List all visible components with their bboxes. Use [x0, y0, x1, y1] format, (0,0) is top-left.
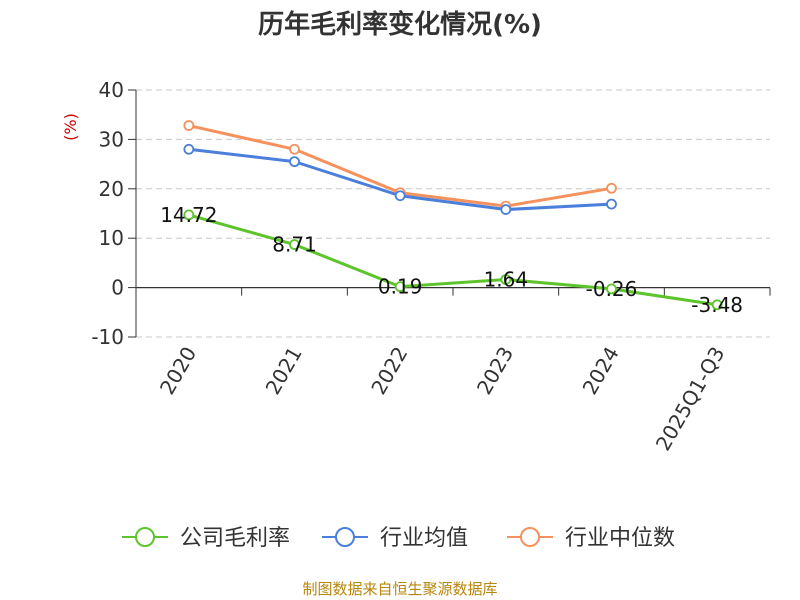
y-tick-label: 20	[99, 177, 124, 201]
legend-item: 行业中位数	[507, 526, 675, 551]
legend-item: 行业均值	[322, 526, 468, 551]
legend-marker	[135, 527, 155, 547]
y-tick-label: 40	[99, 78, 124, 102]
x-tick-label: 2020	[155, 343, 201, 399]
data-label: -0.26	[586, 277, 638, 301]
legend-item: 公司毛利率	[122, 526, 290, 551]
series-行业均值	[183, 143, 617, 215]
x-tick-label: 2023	[472, 343, 518, 399]
data-point	[289, 156, 300, 168]
y-tick-label: -10	[91, 325, 124, 349]
legend-marker	[335, 527, 355, 547]
x-tick-label: 2025Q1-Q3	[651, 343, 730, 455]
series-公司毛利率	[183, 209, 723, 311]
series-line	[188, 213, 718, 307]
legend-label: 行业中位数	[565, 526, 675, 551]
series	[183, 120, 723, 311]
data-point	[289, 143, 300, 155]
data-point	[183, 120, 195, 131]
y-tick-label: 10	[99, 226, 124, 250]
data-point	[711, 299, 723, 311]
data-label: -3.48	[691, 293, 743, 317]
y-tick-label: 30	[99, 127, 124, 151]
data-point	[606, 283, 617, 295]
data-point	[500, 274, 512, 285]
axes: -10 0 10 20 30 40 2020 2021 2022 2023 2024 2025Q1-Q…	[91, 78, 771, 455]
x-tick-label: 2022	[366, 343, 412, 399]
y-tick-label: 0	[111, 276, 124, 300]
x-tick-label: 2021	[261, 343, 307, 399]
data-point	[606, 182, 617, 194]
data-point	[183, 209, 195, 221]
legend-label: 行业均值	[380, 526, 468, 551]
data-point	[289, 239, 300, 250]
legend: 公司毛利率 行业均值 行业中位数	[122, 526, 675, 551]
legend-label: 公司毛利率	[180, 526, 290, 551]
data-labels: 14.72 8.71 0.19 1.64 -0.26 -3.48	[160, 203, 743, 317]
data-label: 14.72	[160, 203, 217, 227]
y-axis-label: (%)	[61, 113, 80, 141]
data-label: 8.71	[272, 233, 317, 257]
data-point	[500, 204, 512, 215]
data-point	[606, 198, 617, 210]
data-point	[394, 190, 406, 202]
x-tick-label: 2024	[578, 343, 624, 399]
chart-title: 历年毛利率变化情况(%)	[258, 9, 542, 40]
data-label: 1.64	[484, 267, 529, 291]
data-point	[183, 143, 195, 155]
legend-marker	[520, 527, 540, 547]
source-note: 制图数据来自恒生聚源数据库	[302, 580, 497, 598]
grid	[136, 89, 770, 338]
data-point	[394, 281, 406, 293]
data-label: 0.19	[378, 275, 423, 299]
